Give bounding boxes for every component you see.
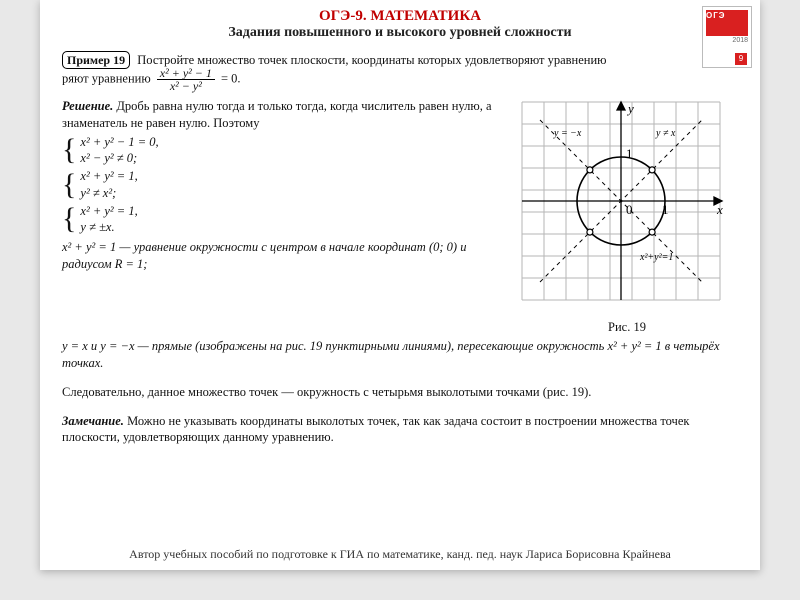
book-label: ОГЭ <box>706 11 725 20</box>
equation-rhs: = 0. <box>221 72 241 86</box>
axis-x-label: x <box>716 202 723 217</box>
remark-text: Можно не указывать координаты выколотых … <box>62 414 689 445</box>
left-column: Решение. Дробь равна нулю тогда и только… <box>62 98 498 273</box>
explain-p2: y = x и y = −x — прямые (изображены на р… <box>62 338 742 372</box>
system-1: { x² + y² − 1 = 0, x² − y² ≠ 0; <box>62 134 498 167</box>
system-3: { x² + y² = 1, y ≠ ±x. <box>62 203 498 236</box>
tick-x: 1 <box>662 202 669 217</box>
line-label-left: y = −x <box>553 128 582 139</box>
tick-y: 1 <box>626 146 633 161</box>
brace-icon: { <box>62 207 76 231</box>
line-label-right: y ≠ x <box>655 128 676 139</box>
sys2-line2: y² ≠ x²; <box>80 186 116 200</box>
axis-y-label: y <box>626 101 634 116</box>
footer: Автор учебных пособий по подготовке к ГИ… <box>40 547 760 562</box>
two-column: Решение. Дробь равна нулю тогда и только… <box>62 98 742 336</box>
header: ОГЭ-9. МАТЕМАТИКА Задания повышенного и … <box>40 0 760 47</box>
solution-intro: Решение. Дробь равна нулю тогда и только… <box>62 98 498 132</box>
fraction-denominator: x² − y² <box>157 80 215 92</box>
main-fraction: x² + y² − 1 x² − y² <box>157 67 215 92</box>
content: Пример 19 Постройте множество точек плос… <box>40 47 760 446</box>
solution-label: Решение. <box>62 99 113 113</box>
remark-label: Замечание. <box>62 414 124 428</box>
problem-text: Постройте множество точек плоскости, коо… <box>137 53 606 67</box>
sys2-line1: x² + y² = 1, <box>80 169 137 183</box>
page-subtitle: Задания повышенного и высокого уровней с… <box>50 25 750 41</box>
brace-icon: { <box>62 138 76 162</box>
solution-p1: Дробь равна нулю тогда и только тогда, к… <box>62 99 492 130</box>
book-year: 2018 <box>732 37 748 44</box>
book-cover-icon: ОГЭ 2018 9 <box>702 6 752 68</box>
explain-p1: x² + y² = 1 — уравнение окружности с цен… <box>62 239 498 273</box>
remark-block: Замечание. Можно не указывать координаты… <box>62 413 742 447</box>
book-nine: 9 <box>735 53 747 65</box>
system-2: { x² + y² = 1, y² ≠ x²; <box>62 168 498 201</box>
page-title: ОГЭ-9. МАТЕМАТИКА <box>50 8 750 25</box>
conclusion: Следовательно, данное множество точек — … <box>62 384 742 401</box>
figure-graph: x y 1 1 0 y = −x y ≠ x x²+y²=1 <box>512 98 742 308</box>
figure-caption: Рис. 19 <box>512 319 742 336</box>
brace-icon: { <box>62 173 76 197</box>
equation-row: ряют уравнению x² + y² − 1 x² − y² = 0. <box>62 67 742 92</box>
circle-eq-label: x²+y²=1 <box>639 252 673 263</box>
sys3-line2: y ≠ ±x. <box>80 220 114 234</box>
sys1-line2: x² − y² ≠ 0; <box>80 151 137 165</box>
right-column: x y 1 1 0 y = −x y ≠ x x²+y²=1 Рис. 19 <box>512 98 742 336</box>
sys1-line1: x² + y² − 1 = 0, <box>80 135 158 149</box>
sys3-line1: x² + y² = 1, <box>80 204 137 218</box>
origin-label: 0 <box>626 202 633 217</box>
page: ОГЭ-9. МАТЕМАТИКА Задания повышенного и … <box>40 0 760 570</box>
